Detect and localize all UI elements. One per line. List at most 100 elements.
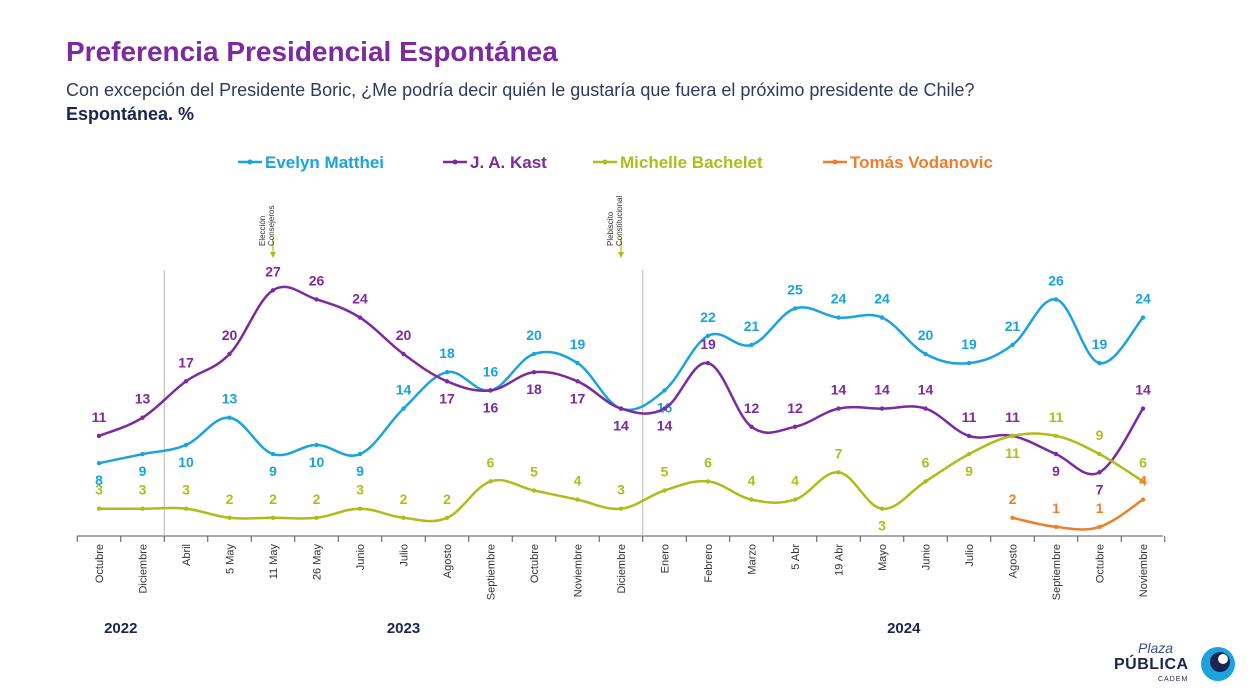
data-point	[618, 506, 624, 511]
data-label: 19	[1092, 336, 1108, 352]
data-point	[879, 315, 885, 320]
data-point	[618, 406, 624, 411]
data-label: 11	[962, 409, 977, 425]
data-point	[966, 360, 972, 366]
x-tick-label: Agosto	[1008, 544, 1020, 578]
data-point	[1097, 360, 1102, 366]
data-label: 1	[1096, 500, 1104, 516]
data-point	[357, 315, 363, 320]
data-label: 14	[1135, 382, 1151, 398]
x-tick-label: Mayo	[877, 544, 889, 571]
data-point	[749, 424, 754, 429]
data-point	[923, 406, 928, 411]
data-label: 6	[487, 454, 495, 470]
data-point	[923, 479, 928, 484]
data-label: 26	[309, 272, 325, 288]
x-tick-label: Julio	[399, 544, 411, 567]
legend-swatch-marker	[247, 159, 253, 165]
data-point	[575, 379, 580, 384]
data-label: 24	[831, 291, 847, 307]
data-point	[96, 433, 102, 439]
x-tick-label: 26 May	[312, 544, 324, 581]
data-point	[96, 506, 102, 511]
data-point	[749, 497, 754, 502]
x-tick-label: 5 Abr	[790, 544, 802, 570]
annotation-arrow-head	[618, 252, 624, 258]
data-point	[140, 451, 145, 457]
data-point	[1053, 433, 1059, 439]
data-point	[792, 306, 798, 311]
data-label: 17	[439, 390, 455, 406]
data-point	[227, 515, 232, 520]
legend-swatch-marker	[832, 159, 838, 165]
data-point	[575, 497, 580, 502]
data-point	[575, 360, 580, 366]
data-label: 4	[748, 473, 756, 489]
data-label: 26	[1048, 272, 1064, 288]
x-tick-label: 11 May	[268, 544, 280, 580]
data-label: 1	[1052, 500, 1060, 516]
data-point	[531, 488, 537, 493]
data-label: 24	[874, 291, 890, 307]
data-point	[314, 297, 319, 302]
data-label: 9	[1096, 427, 1104, 443]
data-point	[1053, 524, 1059, 530]
data-label: 5	[530, 464, 538, 480]
x-tick-label: Abril	[181, 544, 193, 566]
x-tick-label: Enero	[660, 544, 672, 573]
annotation-label: Plebiscito	[606, 211, 615, 246]
series-line	[98, 298, 1144, 465]
data-label: 13	[135, 391, 151, 407]
data-label: 11	[1005, 445, 1020, 461]
annotation-arrow-head	[270, 252, 276, 258]
data-label: 14	[657, 418, 673, 434]
data-point	[531, 370, 537, 375]
data-label: 12	[787, 400, 803, 416]
logo-mark-icon	[1201, 647, 1235, 681]
x-tick-label: Septiembre	[486, 544, 498, 600]
data-label: 3	[139, 482, 147, 498]
data-label: 19	[570, 336, 586, 352]
data-point	[792, 497, 798, 502]
data-label: 7	[1096, 481, 1104, 497]
data-point	[270, 515, 276, 520]
data-point	[488, 479, 493, 484]
data-label: 3	[95, 482, 103, 498]
data-label: 24	[352, 291, 368, 307]
data-point	[183, 506, 189, 511]
data-label: 9	[1052, 463, 1060, 479]
data-label: 20	[222, 327, 238, 343]
plaza-publica-logo: Plaza PÚBLICA CADEM	[1110, 640, 1240, 690]
data-label: 14	[613, 418, 629, 434]
data-label: 21	[744, 318, 760, 334]
data-point	[836, 470, 841, 475]
logo-text-plaza: Plaza	[1138, 640, 1174, 656]
data-point	[183, 442, 189, 448]
chart-subtitle: Con excepción del Presidente Boric, ¿Me …	[66, 80, 975, 100]
data-label: 25	[787, 282, 803, 298]
legend-label: J. A. Kast	[470, 153, 547, 172]
legend-label: Tomás Vodanovic	[850, 153, 993, 172]
data-label: 3	[617, 482, 625, 498]
x-tick-label: 5 May	[225, 544, 237, 574]
data-point	[1010, 342, 1015, 348]
data-point	[140, 415, 145, 420]
data-point	[183, 379, 189, 384]
data-label: 7	[835, 445, 843, 461]
data-point	[140, 506, 145, 511]
data-point	[1140, 406, 1146, 411]
data-label: 17	[570, 390, 586, 406]
data-label: 16	[483, 399, 499, 415]
x-tick-label: Octubre	[1095, 544, 1107, 583]
data-label: 20	[918, 327, 934, 343]
data-point	[966, 451, 972, 457]
data-point	[1010, 433, 1015, 439]
data-label: 14	[874, 382, 890, 398]
annotation-label: Elección	[258, 216, 267, 246]
data-label: 2	[269, 491, 277, 507]
data-point	[357, 506, 363, 511]
data-point	[314, 442, 319, 448]
x-tick-label: Diciembre	[138, 544, 150, 594]
logo-text-publica: PÚBLICA	[1114, 656, 1189, 673]
